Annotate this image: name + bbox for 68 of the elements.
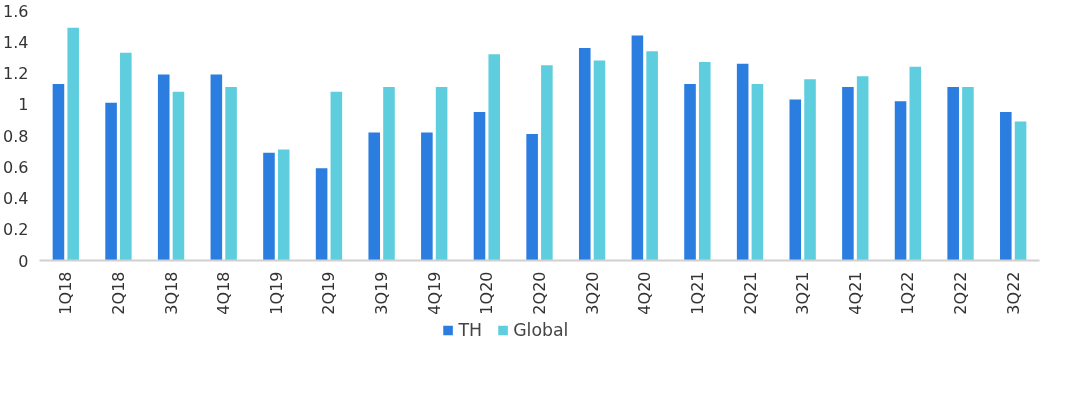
y-tick-label: 1: [18, 95, 29, 115]
bar: [120, 52, 132, 261]
x-tick-label: 4Q21: [845, 271, 865, 315]
bar: [383, 87, 395, 261]
bar: [962, 87, 974, 261]
bar: [488, 54, 501, 261]
y-tick-label: 0: [18, 251, 29, 271]
legend-label: Global: [513, 320, 569, 340]
bar: [894, 101, 907, 261]
x-tick-label: 2Q19: [319, 271, 339, 315]
legend-label: TH: [458, 320, 483, 340]
x-tick-label: 1Q18: [56, 271, 76, 315]
bar: [856, 76, 869, 261]
bar: [330, 91, 343, 261]
bar: [751, 83, 764, 261]
y-tick-label: 0.6: [3, 157, 29, 177]
bar: [631, 35, 644, 261]
bar: [368, 132, 381, 261]
bar: [225, 87, 237, 261]
x-tick-label: 2Q18: [108, 271, 128, 315]
x-tick-label: 4Q20: [635, 271, 655, 315]
bar: [541, 65, 553, 261]
y-tick-label: 1.6: [3, 1, 29, 21]
bar: [263, 152, 275, 261]
x-tick-label: 1Q20: [477, 271, 497, 315]
bar: [1014, 121, 1027, 261]
x-tick-label: 4Q19: [424, 271, 444, 315]
bar: [804, 79, 816, 261]
bar: [172, 91, 185, 261]
bar: [157, 74, 170, 261]
bar: [315, 168, 328, 261]
bar: [698, 62, 711, 261]
bar: [435, 87, 448, 261]
x-tick-label: 3Q18: [161, 271, 181, 315]
x-tick-label: 1Q19: [266, 271, 286, 315]
bar: [421, 132, 433, 261]
bar: [842, 87, 854, 261]
bar: [909, 66, 922, 261]
bar: [277, 149, 290, 261]
bar: [789, 99, 802, 261]
x-tick-label: 2Q22: [951, 271, 971, 315]
x-tick-label: 2Q20: [530, 271, 549, 315]
y-tick-label: 0.2: [3, 220, 29, 240]
x-tick-label: 1Q21: [687, 271, 707, 315]
x-tick-label: 1Q22: [898, 271, 918, 315]
bar: [593, 60, 606, 261]
x-tick-label: 3Q19: [372, 271, 392, 315]
x-tick-label: 3Q20: [582, 271, 602, 315]
bar: [578, 48, 591, 261]
bar: [526, 133, 538, 261]
bar: [52, 83, 65, 261]
bar: [105, 102, 117, 261]
bar: [947, 87, 959, 261]
bar: [684, 83, 696, 261]
bar: [473, 112, 486, 261]
y-tick-label: 1.4: [3, 32, 29, 52]
y-tick-label: 0.8: [3, 126, 29, 146]
bar: [736, 63, 749, 261]
y-tick-label: 0.4: [3, 189, 29, 208]
x-tick-label: 4Q18: [214, 271, 234, 315]
y-tick-label: 1.2: [3, 64, 29, 83]
bar: [646, 51, 658, 261]
bar: [1000, 112, 1012, 261]
x-tick-label: 3Q21: [793, 271, 813, 315]
bar: [67, 27, 79, 261]
x-tick-label: 3Q22: [1003, 271, 1023, 315]
x-tick-label: 2Q21: [740, 271, 760, 315]
bar: [210, 74, 223, 261]
